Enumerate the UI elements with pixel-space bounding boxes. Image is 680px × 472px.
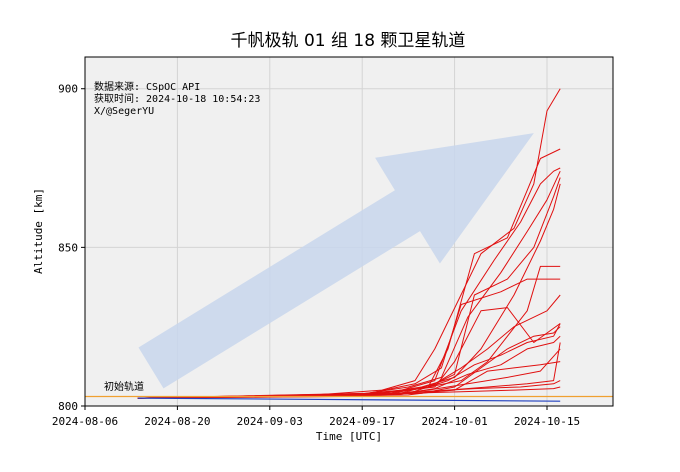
trend-arrow: [138, 133, 534, 389]
series-line-1: [137, 88, 561, 399]
y-axis-label: Altitude [km]: [32, 188, 45, 274]
series-line-7: [137, 177, 561, 399]
series-line-8: [137, 278, 561, 399]
y-tick-label: 800: [58, 400, 78, 413]
x-axis-label: Time [UTC]: [316, 430, 382, 443]
reference-series-line: [137, 397, 561, 402]
x-tick-label: 2024-09-03: [237, 415, 303, 428]
baseline-label: 初始轨道: [104, 380, 144, 393]
info-line: X/@SegerYU: [94, 106, 154, 117]
ticks-layer: 2024-08-06 2024-08-20 2024-09-03 2024-09-17…: [52, 83, 580, 428]
y-tick-label: 900: [58, 83, 78, 96]
series-line-3: [137, 167, 561, 399]
chart-title: 千帆极轨 01 组 18 颗卫星轨道: [231, 31, 466, 51]
x-tick-label: 2024-10-01: [421, 415, 487, 428]
info-line: 获取时间: 2024-10-18 10:54:23: [94, 92, 260, 105]
info-line: 数据来源: CSpOC API: [94, 80, 200, 93]
x-tick-label: 2024-08-06: [52, 415, 118, 428]
x-tick-label: 2024-10-15: [514, 415, 580, 428]
trend-arrow-layer: [138, 133, 534, 389]
x-tick-label: 2024-08-20: [144, 415, 210, 428]
series-layer: [137, 88, 561, 399]
series-line-10: [137, 307, 561, 399]
x-tick-label: 2024-09-17: [329, 415, 395, 428]
y-tick-label: 850: [58, 241, 78, 254]
plot-frame: [84, 56, 614, 407]
series-line-16: [137, 342, 561, 399]
reference-layer: [85, 395, 613, 402]
